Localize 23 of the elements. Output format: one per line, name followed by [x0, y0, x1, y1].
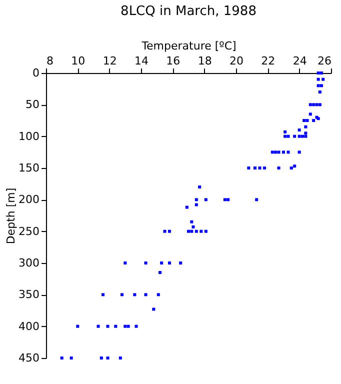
x-tick-label: 18 — [198, 54, 212, 68]
x-tick-label: 16 — [166, 54, 180, 68]
y-tick-label: 100 — [18, 130, 40, 143]
y-tick-label: 150 — [18, 162, 40, 174]
x-tick-label: 12 — [102, 54, 117, 68]
chart-title: 8LCQ in March, 1988 — [120, 4, 256, 19]
y-tick-label: 250 — [18, 224, 40, 238]
x-tick-label: 22 — [261, 54, 276, 68]
x-tick-label: 24 — [292, 54, 307, 68]
x-axis-title: Temperature [ºC] — [140, 40, 236, 52]
y-axis-title: Depth [m] — [4, 188, 18, 244]
y-tick-label: 400 — [18, 320, 40, 333]
y-tick-label: 200 — [18, 193, 40, 206]
y-tick-label: 450 — [18, 352, 40, 364]
y-tick-label: 350 — [18, 288, 40, 302]
x-tick-label: 20 — [230, 54, 244, 68]
y-tick-label: 0 — [32, 66, 40, 80]
x-tick-label: 26 — [318, 54, 332, 68]
x-tick-label: 10 — [71, 54, 86, 68]
x-tick-label: 14 — [134, 54, 148, 68]
y-tick-label: 50 — [26, 98, 40, 112]
y-tick-label: 300 — [18, 256, 40, 270]
x-tick-label: 8 — [46, 54, 54, 68]
